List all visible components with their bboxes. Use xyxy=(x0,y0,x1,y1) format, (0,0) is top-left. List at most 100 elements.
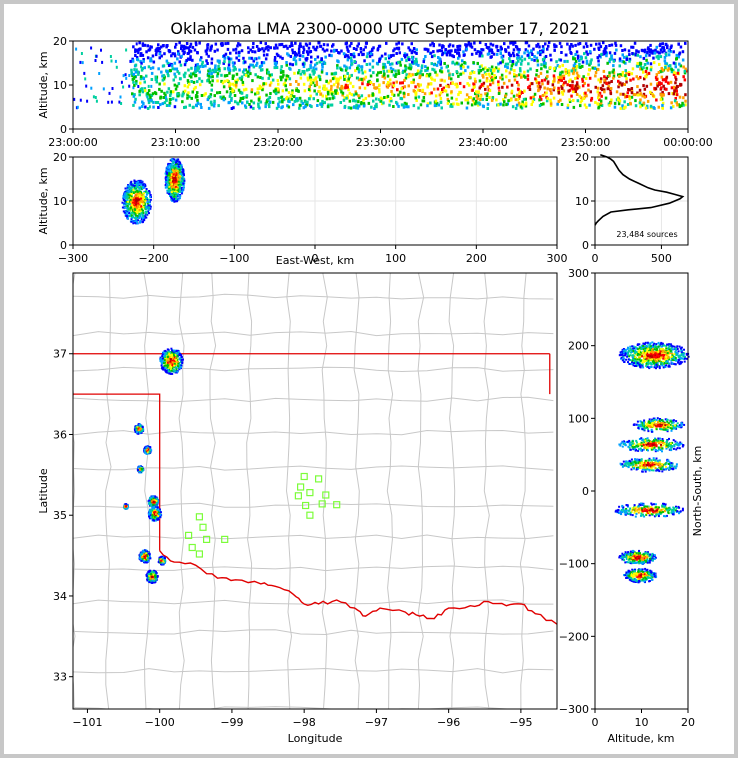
ew-source-cell xyxy=(132,184,135,187)
time-source-cell xyxy=(194,95,198,99)
ew-source-cell xyxy=(175,161,177,164)
x-tick-label: 23:50:00 xyxy=(561,136,610,149)
time-source-cell xyxy=(477,101,481,105)
time-source-cell xyxy=(577,42,580,46)
time-source-cell xyxy=(430,91,433,95)
county-line xyxy=(73,667,554,674)
time-source-cell xyxy=(414,85,417,89)
time-source-cell xyxy=(558,58,561,62)
time-source-cell xyxy=(163,101,167,105)
time-source-cell xyxy=(675,53,678,57)
time-source-cell xyxy=(316,55,320,59)
ew-source-cell xyxy=(121,206,124,209)
plan-source-cell xyxy=(164,355,166,358)
time-source-cell xyxy=(144,105,147,109)
ew-source-cell xyxy=(137,180,140,183)
time-source-cell xyxy=(490,72,494,76)
time-source-cell xyxy=(268,73,271,77)
time-source-cell xyxy=(670,101,673,105)
time-source-cell xyxy=(133,93,136,97)
plan-source-cell xyxy=(170,366,173,368)
time-source-cell xyxy=(538,81,541,85)
time-source-cell xyxy=(259,100,263,104)
ew-source-cell xyxy=(122,198,125,201)
time-source-cell xyxy=(456,51,459,55)
ew-source-cell xyxy=(175,187,178,190)
county-line xyxy=(73,565,554,572)
time-source-cell xyxy=(321,47,325,51)
time-source-cell xyxy=(348,99,352,103)
time-source-cell xyxy=(177,50,180,54)
time-source-cell xyxy=(347,77,350,81)
ew-source-cell xyxy=(147,210,150,213)
time-source-cell xyxy=(257,56,261,60)
time-source-cell xyxy=(625,80,628,84)
time-source-cell xyxy=(275,106,279,110)
time-source-cell xyxy=(249,63,252,67)
time-source-cell xyxy=(386,94,390,98)
time-source-cell xyxy=(568,98,571,102)
time-source-cell xyxy=(132,45,135,49)
time-source-cell xyxy=(346,58,350,62)
time-source-cell xyxy=(365,41,368,45)
time-source-cell xyxy=(472,101,476,105)
ew-source-cell xyxy=(145,210,148,213)
time-source-cell xyxy=(125,76,128,80)
time-source-cell xyxy=(347,106,351,110)
time-source-cell xyxy=(626,103,630,106)
plan-source-cell xyxy=(181,358,184,361)
time-source-cell xyxy=(600,104,604,107)
time-source-cell xyxy=(295,99,298,103)
time-source-cell xyxy=(217,59,220,63)
time-source-cell xyxy=(478,54,481,58)
time-source-cell xyxy=(268,83,272,87)
time-source-cell xyxy=(306,68,309,72)
time-source-cell xyxy=(619,92,622,96)
time-source-cell xyxy=(664,61,667,65)
time-source-cell xyxy=(361,53,364,57)
time-source-cell xyxy=(576,76,579,80)
time-source-cell xyxy=(433,78,436,82)
time-source-cell xyxy=(159,45,163,49)
time-source-cell xyxy=(473,85,476,89)
time-source-cell xyxy=(328,97,331,101)
time-source-cell xyxy=(147,48,150,52)
time-source-cell xyxy=(395,80,398,84)
time-source-cell xyxy=(602,41,605,45)
time-source-cell xyxy=(568,84,572,88)
time-source-cell xyxy=(242,61,245,65)
time-source-cell xyxy=(306,78,310,82)
plan-source-cell xyxy=(176,352,179,355)
time-source-cell xyxy=(656,50,659,54)
time-source-cell xyxy=(468,96,471,99)
time-source-cell xyxy=(583,103,587,107)
time-source-cell xyxy=(567,89,570,93)
time-source-cell xyxy=(436,49,439,53)
time-source-cell xyxy=(439,91,443,95)
time-source-cell xyxy=(333,72,337,76)
time-source-cell xyxy=(262,53,266,57)
ew-source-cell xyxy=(177,198,180,201)
ew-source-cell xyxy=(128,209,131,212)
time-source-cell xyxy=(327,92,330,96)
time-source-cell xyxy=(652,106,655,110)
time-source-cell xyxy=(486,52,490,56)
time-source-cell xyxy=(330,92,334,96)
time-source-cell xyxy=(149,67,152,70)
time-source-cell xyxy=(383,72,386,76)
time-source-cell xyxy=(568,47,572,51)
ew-source-cell xyxy=(132,196,135,199)
time-source-cell xyxy=(352,105,356,109)
time-source-cell xyxy=(191,45,195,49)
ew-source-cell xyxy=(173,195,176,198)
time-source-cell xyxy=(370,48,374,52)
time-source-cell xyxy=(292,103,295,107)
time-source-cell xyxy=(327,81,330,85)
time-source-cell xyxy=(456,84,459,88)
time-source-cell xyxy=(464,98,467,102)
ew-source-cell xyxy=(131,204,134,207)
time-source-cell xyxy=(649,68,653,72)
time-source-cell xyxy=(420,64,424,68)
time-source-cell xyxy=(506,66,509,70)
